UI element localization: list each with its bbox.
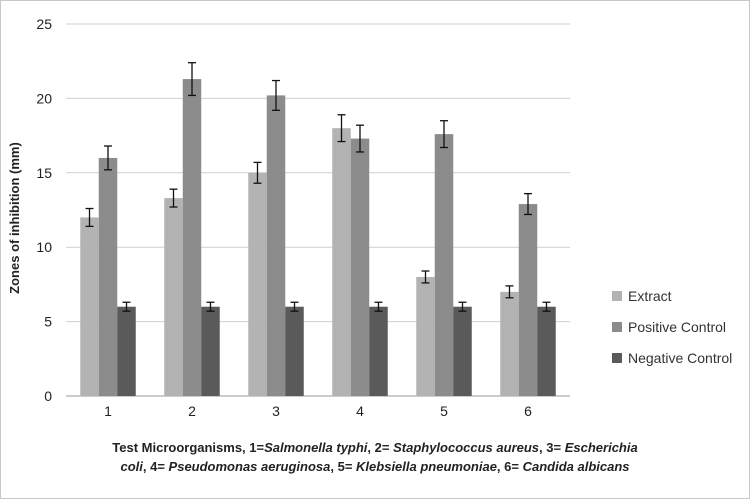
caption-text: Staphylococcus aureus: [393, 440, 540, 455]
caption-text: , 4=: [142, 459, 169, 474]
x-tick-label: 1: [104, 403, 112, 419]
bar-chart: 0 5 10 15 20 25 1 2 3 4 5 6 Zones of inhibition (m…: [7, 16, 732, 419]
caption-text: , 5=: [330, 459, 357, 474]
bar-extract: [416, 276, 435, 396]
caption-line-1: Test Microorganisms, 1=Salmonella typhi,…: [40, 438, 710, 457]
bar-extract: [332, 128, 351, 396]
y-tick-label: 5: [44, 314, 52, 330]
bar-extract: [248, 172, 267, 396]
bar-extract: [164, 198, 183, 396]
x-tick-label: 2: [188, 403, 196, 419]
legend-label: Negative Control: [628, 350, 732, 366]
bar-positive-control: [350, 138, 370, 397]
y-tick-label: 25: [36, 16, 52, 32]
bar-positive-control: [182, 79, 202, 396]
legend-swatch: [612, 353, 622, 363]
x-tick-label: 5: [440, 403, 448, 419]
y-tick-label: 10: [36, 239, 52, 255]
x-axis-caption: Test Microorganisms, 1=Salmonella typhi,…: [40, 438, 710, 476]
caption-text: Test Microorganisms, 1=: [112, 440, 265, 455]
caption-text: Candida albicans: [522, 459, 630, 474]
caption-line-2: coli, 4= Pseudomonas aeruginosa, 5= Kleb…: [40, 457, 710, 476]
bar-positive-control: [266, 95, 286, 396]
legend-label: Extract: [628, 288, 672, 304]
legend-label: Positive Control: [628, 319, 726, 335]
error-bars: [85, 62, 551, 312]
bar-positive-control: [518, 204, 538, 396]
bar-negative-control: [117, 306, 136, 396]
bar-positive-control: [434, 134, 454, 396]
caption-text: , 6=: [496, 459, 523, 474]
y-axis-title: Zones of inhibition (mm): [7, 142, 22, 294]
caption-text: Klebsiella pneumoniae: [356, 459, 497, 474]
x-axis-ticks: 1 2 3 4 5 6: [104, 403, 532, 419]
bar-negative-control: [369, 306, 388, 396]
caption-text: , 3=: [539, 440, 565, 455]
bar-negative-control: [285, 306, 304, 396]
caption-text: Escherichia: [564, 440, 638, 455]
caption-text: , 2=: [367, 440, 394, 455]
y-tick-label: 0: [44, 388, 52, 404]
bar-negative-control: [453, 306, 472, 396]
x-tick-label: 3: [272, 403, 280, 419]
y-axis-ticks: 0 5 10 15 20 25: [36, 16, 52, 404]
x-tick-label: 6: [524, 403, 532, 419]
bar-extract: [500, 291, 519, 396]
y-tick-label: 15: [36, 165, 52, 181]
bar-negative-control: [537, 306, 556, 396]
legend-swatch: [612, 322, 622, 332]
y-tick-label: 20: [36, 90, 52, 106]
x-tick-label: 4: [356, 403, 364, 419]
legend: Extract Positive Control Negative Control: [612, 288, 732, 366]
bars: [80, 79, 556, 397]
gridlines: [66, 23, 570, 397]
bar-positive-control: [98, 157, 118, 396]
bar-extract: [80, 217, 99, 396]
caption-text: Salmonella typhi: [264, 440, 368, 455]
bar-negative-control: [201, 306, 220, 396]
caption-text: coli: [120, 459, 143, 474]
legend-swatch: [612, 291, 622, 301]
caption-text: Pseudomonas aeruginosa: [168, 459, 331, 474]
